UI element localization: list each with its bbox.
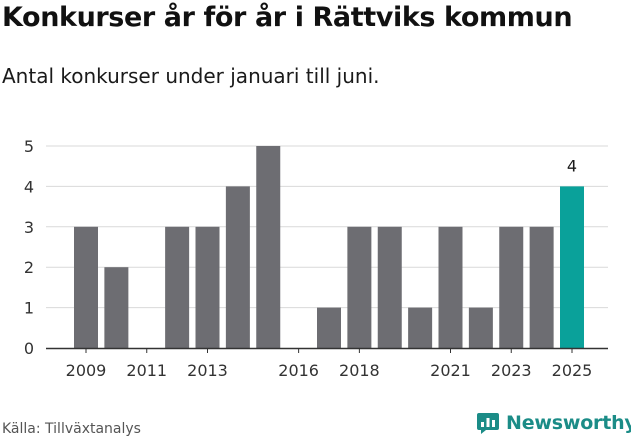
y-tick-label: 3	[24, 218, 34, 237]
x-tick-label-2016: 2016	[278, 361, 319, 380]
x-tick-label-2013: 2013	[187, 361, 228, 380]
y-tick-label: 1	[24, 299, 34, 318]
x-tick-label-2011: 2011	[126, 361, 167, 380]
y-tick-label: 2	[24, 258, 34, 277]
newsworthy-logo-icon	[477, 413, 499, 434]
bar-2023	[499, 226, 524, 348]
bar-2021	[438, 226, 463, 348]
bar-2010	[104, 267, 129, 348]
bar-2025	[560, 186, 584, 348]
data-label-2025: 4	[567, 156, 577, 175]
y-tick-label: 4	[24, 177, 34, 196]
x-tick-label-2018: 2018	[339, 361, 380, 380]
chart-subtitle: Antal konkurser under januari till juni.	[2, 64, 380, 88]
source-note: Källa: Tillväxtanalys	[2, 421, 141, 437]
x-tick-label-2023: 2023	[491, 361, 532, 380]
chart-title: Konkurser år för år i Rättviks kommun	[2, 2, 573, 33]
bar-2019	[377, 226, 402, 348]
bar-2018	[347, 226, 372, 348]
y-tick-label: 0	[24, 339, 34, 358]
bar-2013	[195, 226, 220, 348]
x-tick-label-2021: 2021	[430, 361, 471, 380]
brand-logo: Newsworthy	[476, 409, 631, 437]
bar-2022	[468, 307, 493, 348]
bar-2012	[165, 226, 190, 348]
bar-2009	[74, 226, 98, 348]
bar-2020	[408, 307, 433, 348]
x-tick-label-2009: 2009	[66, 361, 107, 380]
y-tick-label: 5	[24, 137, 34, 156]
bar-2015	[256, 146, 281, 348]
bar-2014	[225, 186, 250, 348]
x-tick-label-2025: 2025	[552, 361, 593, 380]
brand-name: Newsworthy	[506, 412, 631, 434]
bar-2024	[529, 226, 554, 348]
bar-2017	[317, 307, 341, 348]
